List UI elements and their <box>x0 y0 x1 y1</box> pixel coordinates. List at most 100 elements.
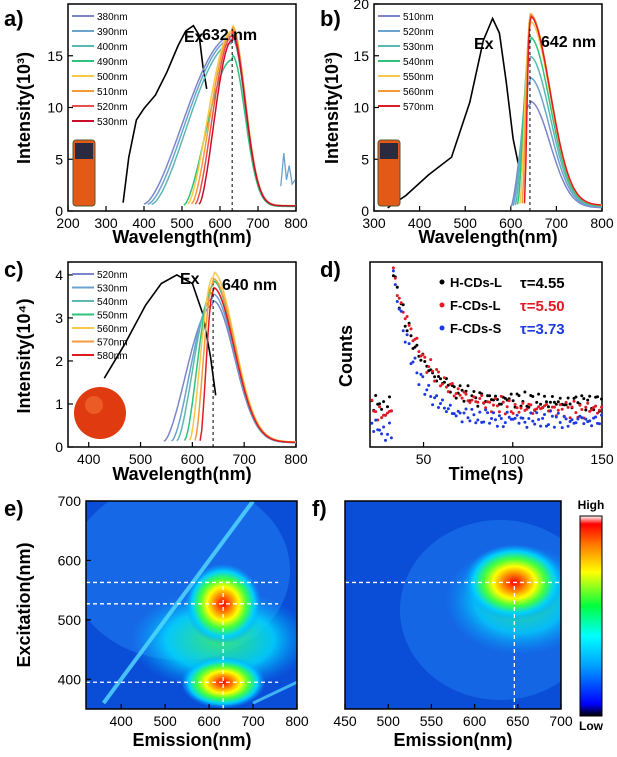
legend-entry: 530nm <box>403 42 434 53</box>
decay-point-F-CDs-S <box>442 406 446 410</box>
decay-point-F-CDs-S <box>478 410 482 414</box>
decay-point-H-CDs-L <box>472 390 476 393</box>
decay-point-F-CDs-S <box>411 360 415 364</box>
legend-entry: 520nm <box>403 27 434 38</box>
legend-entry: 390nm <box>97 27 128 38</box>
y-axis-title-d: Counts <box>336 325 356 387</box>
legend-entry: 560nm <box>97 324 128 335</box>
decay-point-F-CDs-L <box>389 409 393 413</box>
ex-label-c: Ex <box>180 271 200 288</box>
emission-artifact <box>280 152 296 187</box>
decay-point-F-CDs-L <box>529 403 533 407</box>
peak-label-c: 640 nm <box>222 277 277 294</box>
decay-point-F-CDs-L <box>462 390 466 394</box>
panel-b-x-tick-label: 800 <box>590 215 614 231</box>
decay-point-F-CDs-L <box>454 392 458 395</box>
decay-point-F-CDs-S <box>505 410 509 414</box>
decay-point-F-CDs-L <box>511 411 515 415</box>
panel-e-frame <box>85 500 298 710</box>
decay-point-F-CDs-L <box>460 396 464 400</box>
ex-label-a: Ex <box>184 29 204 46</box>
decay-point-H-CDs-L <box>458 384 462 388</box>
panel-d-frame <box>369 261 603 448</box>
decay-point-F-CDs-S <box>433 396 437 400</box>
emission-curve-500nm <box>187 24 296 207</box>
decay-point-F-CDs-L <box>556 408 560 412</box>
decay-point-F-CDs-S <box>535 411 539 415</box>
decay-point-H-CDs-L <box>378 402 382 406</box>
decay-point-F-CDs-S <box>533 422 537 426</box>
legend-marker <box>439 325 445 331</box>
decay-point-F-CDs-S <box>531 419 535 423</box>
panel-d: d) 50 100 150 H-CDs-L τ=4.55 F-CDs-L τ=5.50 F-… <box>320 257 614 484</box>
decay-point-F-CDs-L <box>384 413 387 417</box>
decay-point-H-CDs-L <box>550 395 554 398</box>
panel-c-letter: c) <box>4 257 24 282</box>
x-axis-title-f: Emission(nm) <box>393 730 512 750</box>
decay-point-H-CDs-L <box>403 324 407 328</box>
decay-point-F-CDs-S <box>462 411 466 415</box>
decay-point-F-CDs-L <box>409 327 413 331</box>
decay-point-F-CDs-L <box>482 401 486 405</box>
decay-point-H-CDs-L <box>582 397 586 401</box>
decay-point-F-CDs-L <box>397 296 401 300</box>
decay-point-H-CDs-L <box>545 400 548 404</box>
decay-point-F-CDs-L <box>433 379 437 383</box>
decay-point-F-CDs-S <box>484 408 488 412</box>
decay-point-F-CDs-L <box>598 408 601 412</box>
decay-point-H-CDs-L <box>523 390 527 394</box>
y-axis-title-c: Intensity(10⁴) <box>14 299 34 414</box>
decay-point-F-CDs-L <box>441 382 444 386</box>
decay-point-F-CDs-S <box>517 421 521 425</box>
decay-point-F-CDs-L <box>439 384 442 388</box>
decay-point-F-CDs-S <box>476 418 480 422</box>
decay-point-H-CDs-L <box>395 285 399 289</box>
decay-point-F-CDs-L <box>480 394 484 398</box>
panel-e-letter: e) <box>4 496 24 521</box>
decay-point-H-CDs-L <box>452 385 456 389</box>
decay-point-F-CDs-S <box>425 388 429 392</box>
decay-point-F-CDs-S <box>419 372 423 376</box>
decay-point-F-CDs-L <box>425 371 429 374</box>
decay-point-H-CDs-L <box>415 343 419 347</box>
decay-point-F-CDs-S <box>437 406 440 409</box>
panel-e-x-tick-label: 500 <box>153 713 177 729</box>
panel-b-x-tick-label: 400 <box>408 215 432 231</box>
decay-point-F-CDs-S <box>523 420 527 424</box>
decay-point-H-CDs-L <box>382 400 386 404</box>
decay-point-F-CDs-S <box>407 342 411 346</box>
panel-e-x-tick-label: 700 <box>241 713 265 729</box>
decay-point-F-CDs-L <box>464 392 468 396</box>
decay-point-H-CDs-L <box>437 375 440 378</box>
decay-point-F-CDs-L <box>431 369 435 373</box>
panel-b-y-tick-label: 20 <box>353 0 369 12</box>
panel-d-letter: d) <box>320 257 341 282</box>
decay-point-F-CDs-S <box>415 371 419 375</box>
decay-point-H-CDs-L <box>439 377 442 381</box>
decay-point-F-CDs-L <box>444 385 448 389</box>
decay-point-H-CDs-L <box>566 396 570 400</box>
emission-curve-570nm <box>523 14 602 206</box>
decay-point-H-CDs-L <box>499 402 503 406</box>
decay-point-F-CDs-L <box>513 403 517 406</box>
decay-point-F-CDs-S <box>537 418 541 421</box>
decay-point-F-CDs-S <box>488 421 492 425</box>
decay-point-F-CDs-S <box>568 420 572 423</box>
decay-point-F-CDs-S <box>427 383 431 387</box>
decay-point-F-CDs-S <box>472 413 476 417</box>
panel-a-x-tick-label: 700 <box>246 215 270 231</box>
decay-point-H-CDs-L <box>568 402 572 406</box>
decay-point-F-CDs-S <box>409 362 413 366</box>
decay-point-F-CDs-S <box>382 425 386 429</box>
decay-point-F-CDs-S <box>454 414 458 418</box>
panel-c-x-tick-label: 500 <box>129 451 153 467</box>
decay-point-F-CDs-S <box>515 413 519 417</box>
decay-point-F-CDs-S <box>444 410 448 414</box>
decay-point-F-CDs-L <box>574 411 578 415</box>
panel-a-x-tick-label: 200 <box>56 215 80 231</box>
decay-point-H-CDs-L <box>423 360 427 363</box>
legend-entry: 490nm <box>97 57 128 68</box>
decay-point-F-CDs-L <box>417 350 421 354</box>
legend-entry: 540nm <box>403 57 434 68</box>
